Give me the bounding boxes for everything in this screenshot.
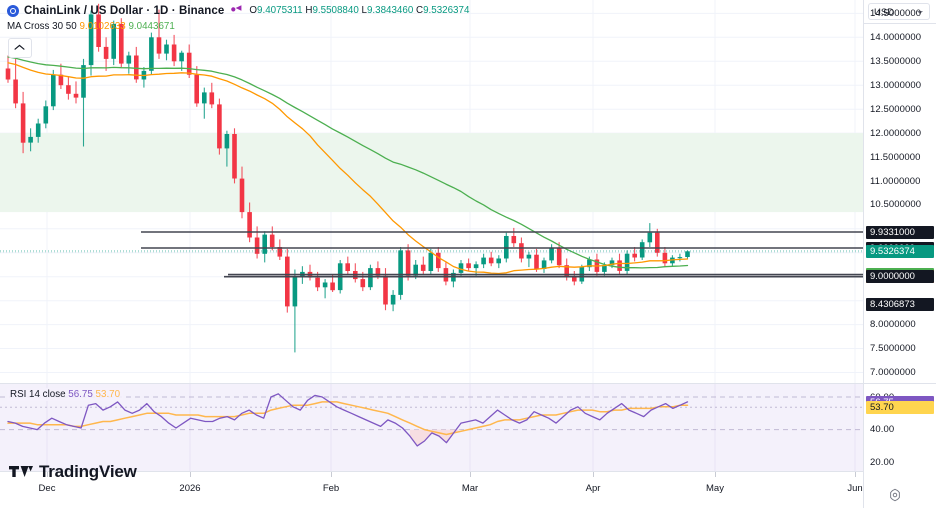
price-chip-resistance-1[interactable]: 9.9331000: [866, 225, 934, 239]
ohlc-close-key: C: [416, 5, 424, 16]
rsi-indicator-name[interactable]: RSI 14 close: [10, 389, 66, 400]
ohlc-low-value: 9.3843460: [366, 5, 414, 16]
time-tick-label: Apr: [585, 483, 601, 494]
time-tick-label: Mar: [461, 483, 479, 494]
collapse-pane-button[interactable]: [8, 38, 32, 58]
price-chip-support-2[interactable]: 8.4306873: [866, 297, 934, 311]
price-tick-label: 8.0000000: [870, 319, 916, 331]
price-tick-label: 13.5000000: [870, 55, 922, 67]
rsi-tick-label: 20.00: [870, 456, 895, 468]
time-tick-label: Feb: [322, 483, 340, 494]
time-tick: [593, 472, 594, 477]
axis-divider-top: [864, 23, 936, 24]
rsi-value: 56.75: [68, 389, 93, 400]
chevron-down-icon: [917, 11, 923, 14]
ohlc-close-value: 9.5326374: [423, 5, 470, 16]
chart-legend: ChainLink / US Dollar · 1D · Binance O9.…: [7, 3, 469, 34]
ohlc-open-key: O: [249, 5, 258, 16]
rsi-plot: [0, 384, 864, 472]
tradingview-watermark: TradingView: [9, 462, 137, 482]
time-tick-label: May: [706, 483, 724, 494]
indicator-slow-value: 9.0443671: [128, 21, 175, 32]
symbol-legend-row[interactable]: ChainLink / US Dollar · 1D · Binance O9.…: [7, 3, 469, 18]
time-tick: [190, 472, 191, 477]
ohlc-low-key: L: [361, 5, 367, 16]
price-tick-label: 12.0000000: [870, 127, 922, 139]
ohlc-open-value: 9.4075311: [257, 5, 303, 16]
indicator-legend-row[interactable]: MA Cross 30 50 9.0102633 9.0443671: [7, 21, 469, 34]
time-tick: [47, 472, 48, 477]
price-pane[interactable]: [0, 0, 864, 383]
gear-icon[interactable]: [888, 488, 902, 502]
share-icon[interactable]: [231, 2, 243, 20]
price-tick-label: 14.0000000: [870, 31, 922, 43]
rsi-legend[interactable]: RSI 14 close 56.75 53.70: [7, 388, 124, 401]
price-tick-label: 7.0000000: [870, 367, 916, 378]
time-axis[interactable]: Dec 2026 Feb Mar Apr May Jun: [0, 471, 936, 508]
symbol-title[interactable]: ChainLink / US Dollar · 1D · Binance: [24, 4, 225, 17]
price-tick-label: 7.5000000: [870, 343, 916, 354]
ohlc-high-value: 9.5508840: [312, 5, 359, 16]
time-tick: [331, 472, 332, 477]
time-tick: [855, 472, 856, 477]
tradingview-watermark-text: TradingView: [39, 462, 137, 481]
price-tick-label: 14.5000000: [870, 7, 922, 19]
price-chip-last-close[interactable]: 9.5326374: [866, 244, 934, 258]
price-tick-label: 13.0000000: [870, 79, 922, 91]
time-tick-label: 2026: [179, 483, 201, 494]
price-tick-label: 11.5000000: [870, 151, 921, 163]
price-axis[interactable]: USD 14.5000000 14.0000000 13.5000000 13.000…: [863, 0, 936, 508]
pane-divider: [0, 383, 864, 384]
time-tick: [715, 472, 716, 477]
indicator-name[interactable]: MA Cross 30 50: [7, 21, 77, 32]
price-tick-label: 12.5000000: [870, 103, 922, 115]
price-chip-support-1[interactable]: 9.0000000: [866, 270, 934, 284]
price-plot: [0, 0, 864, 383]
currency-unit-selector[interactable]: USD: [868, 3, 930, 20]
time-tick-label: Dec: [38, 483, 56, 494]
time-tick: [470, 472, 471, 477]
indicator-fast-value: 9.0102633: [79, 21, 126, 32]
price-tick-label: 11.0000000: [870, 175, 921, 187]
time-tick-label: Jun: [847, 483, 863, 494]
rsi-chip-ma[interactable]: 53.70: [866, 400, 934, 414]
price-tick-label: 10.5000000: [870, 199, 922, 211]
rsi-ma-value: 53.70: [95, 389, 121, 400]
rsi-pane[interactable]: [0, 384, 864, 472]
ohlc-high-key: H: [305, 5, 313, 16]
axis-divider-mid: [864, 383, 936, 384]
rsi-tick-label: 40.00: [870, 424, 895, 436]
chainlink-logo: [7, 4, 19, 17]
currency-unit-label: USD: [874, 7, 895, 18]
ohlc-values: O9.4075311 H9.5508840 L9.3843460 C9.5326…: [249, 5, 469, 16]
tradingview-logo: [9, 466, 33, 477]
